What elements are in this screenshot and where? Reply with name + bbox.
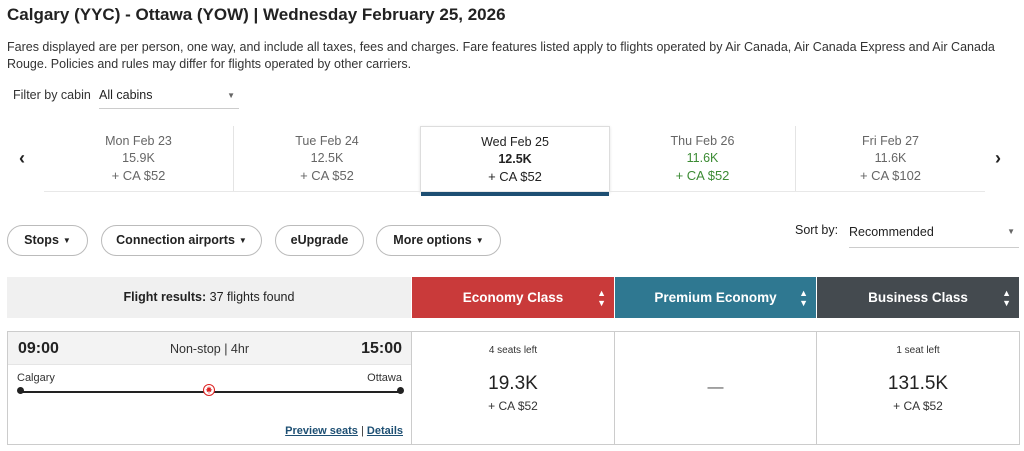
fare-unavailable: — (707, 379, 724, 396)
fare-cash: + CA $52 (893, 399, 943, 413)
sort-arrows-icon: ▲ ▼ (1002, 288, 1011, 308)
date-cash: + CA $52 (111, 168, 166, 183)
date-label: Fri Feb 27 (862, 134, 919, 148)
stops-filter-button[interactable]: Stops ▼ (7, 225, 88, 256)
seats-left: 1 seat left (896, 345, 940, 356)
caret-down-icon: ▼ (1007, 227, 1015, 236)
business-class-header[interactable]: Business Class ▲ ▼ (817, 277, 1019, 318)
economy-class-header[interactable]: Economy Class ▲ ▼ (412, 277, 614, 318)
departure-time: 09:00 (18, 340, 59, 357)
more-options-label: More options (393, 233, 472, 247)
date-points: 15.9K (122, 151, 155, 165)
details-link[interactable]: Details (366, 425, 403, 437)
date-points: 12.5K (310, 151, 344, 165)
cabin-filter-select[interactable]: All cabins ▼ (99, 83, 239, 109)
date-cash: + CA $52 (675, 168, 730, 183)
economy-class-label: Economy Class (462, 290, 564, 305)
arrival-time: 15:00 (361, 340, 402, 357)
chevron-left-icon[interactable]: ‹ (19, 148, 25, 168)
sort-select[interactable]: Recommended ▼ (849, 221, 1019, 248)
connection-airports-label: Connection airports (116, 233, 235, 247)
sort-arrows-icon: ▲ ▼ (597, 288, 606, 308)
date-cash: + CA $52 (488, 169, 542, 184)
flight-results-header: Flight results: 37 flights found (7, 277, 411, 318)
date-tab-thu-feb-26[interactable]: Thu Feb 26 11.6K + CA $52 (610, 126, 796, 192)
results-label: Flight results: (123, 290, 207, 304)
business-class-label: Business Class (868, 290, 968, 305)
fare-points: 131.5K (887, 373, 949, 394)
economy-fare-cell[interactable]: 4 seats left 19.3K + CA $52 (411, 331, 615, 445)
flight-duration-info: Non-stop | 4hr (170, 342, 249, 356)
seats-left: 4 seats left (488, 345, 538, 356)
sort-label: Sort by: (795, 223, 839, 237)
destination-city: Ottawa (367, 372, 402, 384)
preview-seats-link[interactable]: Preview seats (285, 425, 358, 437)
cabin-filter-value: All cabins (99, 88, 153, 102)
origin-dot (17, 387, 24, 394)
business-fare-cell[interactable]: 1 seat left 131.5K + CA $52 (816, 331, 1020, 445)
chevron-right-icon[interactable]: › (995, 148, 1001, 168)
date-tab-mon-feb-23[interactable]: Mon Feb 23 15.9K + CA $52 (44, 126, 234, 192)
cabin-filter-label: Filter by cabin (13, 88, 91, 102)
sort-arrows-icon: ▲ ▼ (799, 288, 808, 308)
destination-dot (397, 387, 404, 394)
flight-card: 09:00 Non-stop | 4hr 15:00 Calgary Ottaw… (7, 331, 411, 445)
stops-filter-label: Stops (24, 233, 59, 247)
results-count: 37 flights found (209, 290, 295, 304)
origin-city: Calgary (17, 372, 55, 384)
date-tab-fri-feb-27[interactable]: Fri Feb 27 11.6K + CA $102 (796, 126, 985, 192)
date-cash: + CA $52 (300, 168, 354, 183)
flight-time-bar: 09:00 Non-stop | 4hr 15:00 (8, 332, 411, 365)
flight-links: Preview seats | Details (285, 425, 403, 437)
connection-airports-filter-button[interactable]: Connection airports ▼ (101, 225, 262, 256)
date-tab-tue-feb-24[interactable]: Tue Feb 24 12.5K + CA $52 (234, 126, 420, 192)
date-label: Tue Feb 24 (295, 134, 359, 148)
date-tab-wed-feb-25[interactable]: Wed Feb 25 12.5K + CA $52 (420, 126, 610, 196)
caret-down-icon: ▼ (238, 236, 247, 245)
date-points: 12.5K (498, 152, 532, 166)
date-points: 11.6K (686, 151, 719, 165)
caret-down-icon: ▼ (475, 236, 484, 245)
fare-notice: Fares displayed are per person, one way,… (7, 40, 995, 71)
eupgrade-filter-button[interactable]: eUpgrade (275, 225, 364, 256)
more-options-button[interactable]: More options ▼ (376, 225, 501, 256)
date-label: Wed Feb 25 (481, 135, 549, 149)
premium-economy-label: Premium Economy (654, 290, 777, 305)
date-cash: + CA $102 (859, 168, 922, 183)
date-points: 11.6K (874, 151, 907, 165)
page-title: Calgary (YYC) - Ottawa (YOW) | Wednesday… (7, 5, 506, 24)
caret-down-icon: ▼ (227, 91, 235, 100)
maple-leaf-icon (203, 384, 215, 396)
fare-cash: + CA $52 (488, 399, 538, 413)
premium-fare-cell: — (614, 331, 817, 445)
eupgrade-label: eUpgrade (290, 233, 349, 247)
premium-economy-header[interactable]: Premium Economy ▲ ▼ (615, 277, 816, 318)
link-separator: | (361, 425, 364, 437)
fare-points: 19.3K (488, 373, 538, 394)
sort-value: Recommended (849, 225, 934, 239)
caret-down-icon: ▼ (62, 236, 71, 245)
date-nav-divider (44, 191, 985, 192)
date-label: Thu Feb 26 (670, 134, 735, 148)
date-label: Mon Feb 23 (105, 134, 172, 148)
